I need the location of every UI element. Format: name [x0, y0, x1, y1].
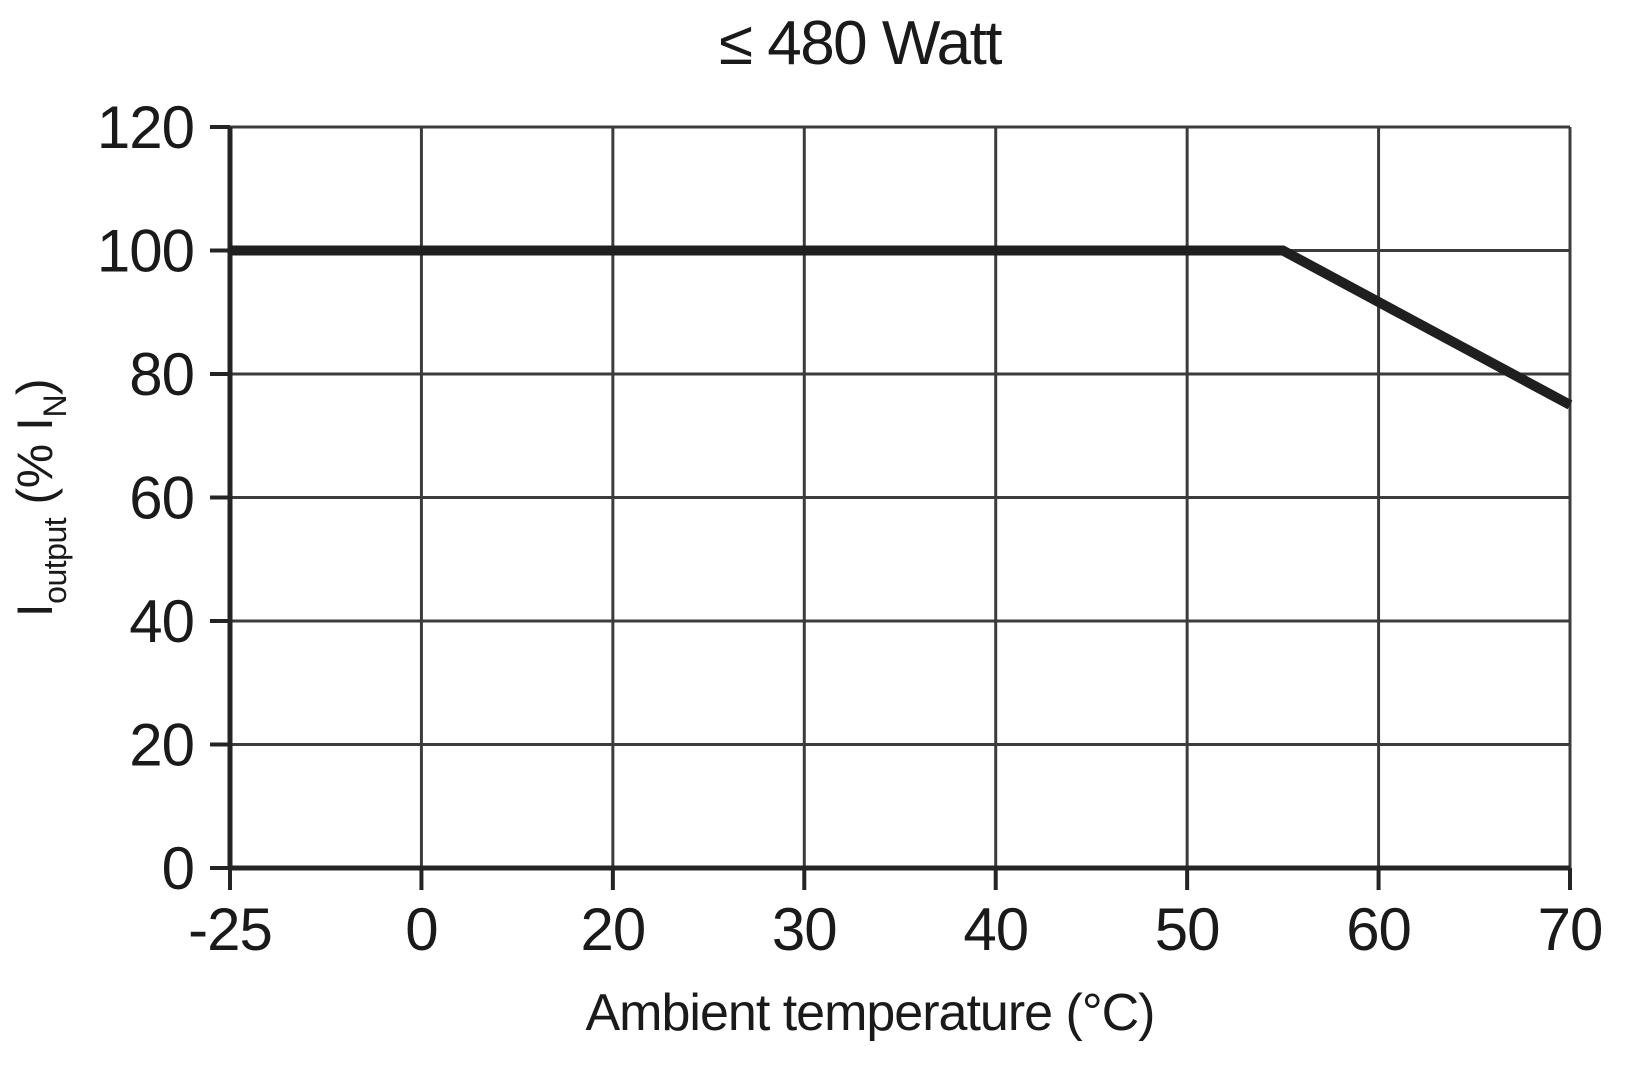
x-tick-label: 50 — [1155, 896, 1220, 963]
chart-title: ≤ 480 Watt — [719, 9, 1002, 78]
y-axis-label: Ioutput (% IN) — [7, 379, 73, 617]
x-tick-label: 0 — [405, 896, 437, 963]
y-axis-label-part-end: ) — [7, 379, 63, 395]
y-tick-label: 20 — [129, 712, 194, 779]
y-tick-label: 0 — [162, 835, 194, 902]
y-axis-label-part-sub2: N — [37, 395, 73, 418]
y-tick-label: 40 — [129, 588, 194, 655]
x-axis-label: Ambient temperature (°C) — [586, 984, 1155, 1042]
y-tick-label: 60 — [129, 465, 194, 532]
x-tick-label: 70 — [1538, 896, 1603, 963]
y-axis-label-part-sub1: output — [37, 517, 73, 604]
x-tick-label: 20 — [580, 896, 645, 963]
y-axis-label-part-base: I — [7, 604, 63, 617]
x-tick-label: -25 — [188, 896, 272, 963]
x-tick-label: 60 — [1346, 896, 1411, 963]
x-tick-label: 40 — [963, 896, 1028, 963]
y-tick-label: 100 — [97, 218, 194, 285]
x-tick-label: 30 — [772, 896, 837, 963]
y-axis-label-part-mid: (% I — [7, 418, 63, 518]
y-tick-label: 80 — [129, 341, 194, 408]
y-tick-label: 120 — [97, 94, 194, 161]
derating-curve — [230, 245, 1573, 410]
